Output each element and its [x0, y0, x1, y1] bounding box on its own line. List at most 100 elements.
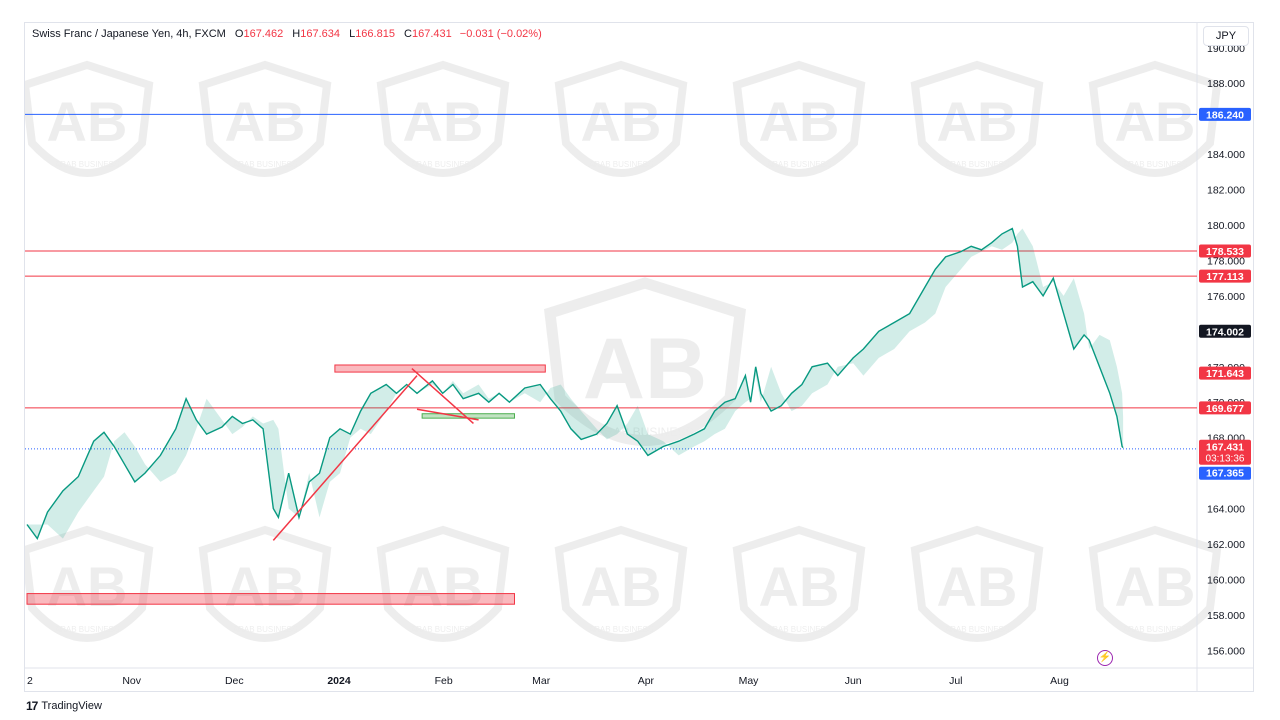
watermark-shield	[376, 525, 510, 642]
watermark-text: ARAB BUSINESS	[767, 160, 831, 169]
watermark-text: ARAB BUSINESS	[589, 160, 653, 169]
watermark-logo-large: AB ARAB BUSINESS	[544, 277, 746, 446]
watermark-letters: AB	[583, 321, 707, 417]
watermark-shield	[544, 277, 746, 446]
x-tick-label: Jun	[845, 675, 862, 687]
watermark-text: ARAB BUSINESS	[767, 625, 831, 634]
watermark-text: ARAB BUSINESS	[597, 425, 694, 439]
watermark-shield	[554, 60, 688, 177]
watermark-letters: AB	[937, 90, 1018, 153]
watermark-logo: AB ARAB BUSINESS	[198, 525, 332, 642]
level-price-tag-bg	[1199, 466, 1251, 480]
level-price-tag: 178.533	[1206, 246, 1244, 258]
y-tick-label: 182.000	[1207, 185, 1245, 197]
price-tag-bg	[1199, 366, 1251, 380]
watermark-shield	[732, 60, 866, 177]
watermark-letters: AB	[581, 555, 662, 618]
level-price-tag: 167.365	[1206, 468, 1244, 480]
currency-button[interactable]: JPY	[1203, 26, 1249, 46]
x-tick-label: 2024	[327, 675, 351, 687]
zone-rect	[334, 364, 546, 373]
symbol-name: Swiss Franc / Japanese Yen, 4h, FXCM	[32, 28, 226, 40]
watermark-letters: AB	[47, 90, 128, 153]
trend-ribbon	[27, 228, 1124, 539]
level-price-tag-bg	[1199, 401, 1251, 415]
watermark-logo: AB ARAB BUSINESS	[1088, 60, 1222, 177]
close-value: 167.431	[411, 28, 452, 40]
x-tick-label: Dec	[225, 675, 244, 687]
current-price-bg	[1199, 439, 1251, 465]
level-price-tag-bg	[1199, 107, 1251, 121]
chart-area[interactable]: AB ARAB BUSINESS AB ARAB BUSINESS AB ARAB BUS…	[24, 22, 1254, 692]
watermark-logo: AB ARAB BUSINESS	[1088, 525, 1222, 642]
countdown-label: 03:13:36	[1206, 454, 1245, 465]
watermark-logo: AB ARAB BUSINESS	[376, 525, 510, 642]
watermark-text: ARAB BUSINESS	[233, 625, 297, 634]
change-value: −0.031 (−0.02%)	[459, 28, 542, 40]
low-value: 166.815	[355, 28, 395, 40]
watermark-letters: AB	[581, 90, 662, 153]
y-tick-label: 162.000	[1207, 539, 1245, 551]
watermark-logo: AB ARAB BUSINESS	[198, 60, 332, 177]
watermark-logo: AB ARAB BUSINESS	[554, 60, 688, 177]
y-tick-label: 156.000	[1207, 645, 1245, 657]
watermark-text: ARAB BUSINESS	[55, 160, 119, 169]
y-tick-label: 178.000	[1207, 255, 1245, 267]
x-tick-label: Mar	[532, 675, 551, 687]
level-price-tag: 169.677	[1206, 403, 1244, 415]
watermark-text: ARAB BUSINESS	[233, 160, 297, 169]
watermark-letters: AB	[1115, 555, 1196, 618]
x-tick-label: Apr	[638, 675, 655, 687]
price-chart[interactable]: AB ARAB BUSINESS AB ARAB BUSINESS AB ARAB BUS…	[25, 23, 1253, 691]
watermark-logo: AB ARAB BUSINESS	[732, 60, 866, 177]
watermark-shield	[910, 525, 1044, 642]
symbol-legend: Swiss Franc / Japanese Yen, 4h, FXCM O16…	[32, 28, 542, 40]
watermark-logo: AB ARAB BUSINESS	[25, 525, 154, 642]
x-tick-label: May	[739, 675, 760, 687]
watermark-letters: AB	[403, 90, 484, 153]
open-value: 167.462	[243, 28, 284, 40]
open-label: O	[234, 28, 244, 40]
watermark-letters: AB	[1115, 90, 1196, 153]
watermark-letters: AB	[225, 555, 306, 618]
watermark-text: ARAB BUSINESS	[1123, 160, 1187, 169]
y-tick-label: 188.000	[1207, 78, 1245, 90]
watermark-shield	[1088, 525, 1222, 642]
high-value: 167.634	[300, 28, 340, 40]
watermark-shield	[376, 60, 510, 177]
watermark-logo: AB ARAB BUSINESS	[910, 525, 1044, 642]
watermark-text: ARAB BUSINESS	[945, 625, 1009, 634]
y-tick-label: 184.000	[1207, 149, 1245, 161]
x-tick-label: Feb	[435, 675, 453, 687]
watermark-letters: AB	[759, 555, 840, 618]
watermark-letters: AB	[759, 90, 840, 153]
watermark-text: ARAB BUSINESS	[1123, 625, 1187, 634]
watermark-logo: AB ARAB BUSINESS	[25, 60, 154, 177]
watermark-text: ARAB BUSINESS	[945, 160, 1009, 169]
watermark-shield	[198, 525, 332, 642]
current-price-label: 167.431	[1206, 442, 1244, 454]
watermark-text: ARAB BUSINESS	[411, 625, 475, 634]
watermark-text: ARAB BUSINESS	[55, 625, 119, 634]
y-tick-label: 160.000	[1207, 574, 1245, 586]
price-line	[26, 227, 1124, 541]
level-price-tag-bg	[1199, 244, 1251, 258]
x-tick-label: 2	[27, 675, 33, 687]
watermark-shield	[198, 60, 332, 177]
y-tick-label: 164.000	[1207, 504, 1245, 516]
watermark-text: ARAB BUSINESS	[589, 625, 653, 634]
y-tick-label: 176.000	[1207, 291, 1245, 303]
brand-name: TradingView	[41, 700, 102, 712]
watermark-letters: AB	[225, 90, 306, 153]
trendline	[272, 375, 418, 541]
lightning-icon[interactable]: ⚡	[1097, 650, 1113, 666]
watermark-shield	[732, 525, 866, 642]
watermark-shield	[25, 525, 154, 642]
x-tick-label: Aug	[1050, 675, 1069, 687]
level-price-tag: 177.113	[1206, 271, 1244, 283]
tradingview-brand: 17 TradingView	[26, 699, 102, 713]
watermark-shield	[1088, 60, 1222, 177]
watermark-logo: AB ARAB BUSINESS	[732, 525, 866, 642]
watermark-logo: AB ARAB BUSINESS	[554, 525, 688, 642]
watermark-logo: AB ARAB BUSINESS	[376, 60, 510, 177]
